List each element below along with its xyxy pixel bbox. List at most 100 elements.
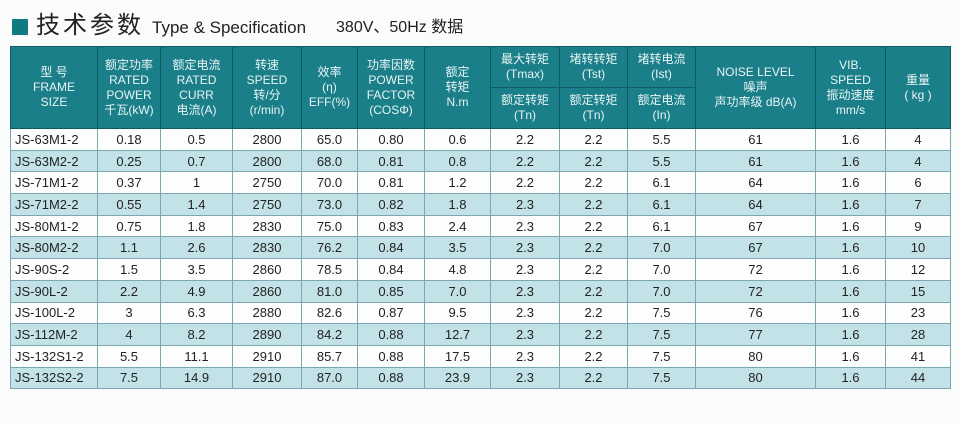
- header-curr: 额定电流 RATED CURR 电流(A): [160, 46, 233, 129]
- table-cell: 0.84: [357, 258, 425, 281]
- table-cell: 80: [695, 366, 816, 390]
- header-line: 转速: [254, 57, 279, 72]
- table-cell: 61: [695, 128, 816, 151]
- table-cell: 2.3: [490, 344, 560, 368]
- table-cell: 2800: [232, 128, 302, 151]
- title-cn: 技术参数: [36, 11, 144, 39]
- table-cell: 2.3: [490, 366, 560, 390]
- table-cell: 3: [97, 301, 161, 325]
- table-cell: 0.81: [357, 171, 425, 195]
- table-cell: 7.5: [627, 366, 696, 390]
- table-cell: 2750: [232, 193, 302, 216]
- header-line: (r/min): [249, 102, 285, 117]
- table-cell: 67: [695, 214, 816, 238]
- table-cell: 85.7: [301, 344, 358, 368]
- header-weight: 重量( kg ): [885, 46, 951, 129]
- header-noise: NOISE LEVEL 噪声 声功率级 dB(A): [695, 46, 816, 129]
- table-cell: 17.5: [424, 344, 491, 368]
- table-cell: 3.5: [160, 258, 233, 281]
- table-cell: 1: [160, 171, 233, 195]
- table-cell: 0.84: [357, 236, 425, 260]
- table-cell: 0.5: [160, 128, 233, 151]
- table-cell: 65.0: [301, 128, 358, 151]
- table-cell: 75.0: [301, 214, 358, 238]
- table-cell: 7.0: [424, 279, 491, 303]
- table-cell: 0.80: [357, 128, 425, 151]
- header-line: (COSΦ): [369, 102, 413, 117]
- table-cell: 7.5: [627, 323, 696, 346]
- header-line: RATED: [176, 72, 217, 87]
- table-cell: 2910: [232, 366, 302, 390]
- header-line: 堵转转矩: [569, 52, 618, 66]
- header-line: POWER: [106, 87, 152, 102]
- table-cell: 41: [885, 344, 951, 368]
- table-cell: 2830: [232, 214, 302, 238]
- table-cell: 2.2: [559, 301, 628, 325]
- table-cell: 0.88: [357, 323, 425, 346]
- table-cell: 0.8: [424, 149, 491, 173]
- frame-size-cell: JS-112M-2: [10, 323, 98, 346]
- table-cell: 0.18: [97, 128, 161, 151]
- header-line: 功率因数: [366, 57, 415, 72]
- header-line: 电流(A): [176, 102, 217, 117]
- header-line: 额定功率: [104, 57, 153, 72]
- table-cell: 82.6: [301, 301, 358, 325]
- table-cell: 0.75: [97, 214, 161, 238]
- table-row: JS-90L-2 2.2 4.9 2860 81.0 0.85 7.0 2.3 2.2 7.0 72…: [10, 279, 951, 303]
- table-cell: 9: [885, 214, 951, 238]
- frame-size-cell: JS-71M1-2: [10, 171, 98, 195]
- table-cell: 28: [885, 323, 951, 346]
- table-cell: 0.55: [97, 193, 161, 216]
- table-cell: 2.3: [490, 279, 560, 303]
- table-cell: 68.0: [301, 149, 358, 173]
- header-vib: VIB. SPEED 振动速度 mm/s: [815, 46, 886, 129]
- square-bullet-icon: [12, 19, 28, 35]
- table-cell: 6.1: [627, 214, 696, 238]
- table-cell: 61: [695, 149, 816, 173]
- table-cell: 73.0: [301, 193, 358, 216]
- header-line: FRAME: [33, 80, 75, 94]
- frame-size-cell: JS-63M1-2: [10, 128, 98, 151]
- header-line: 型 号: [40, 65, 68, 79]
- table-cell: 1.4: [160, 193, 233, 216]
- table-cell: 9.5: [424, 301, 491, 325]
- table-cell: 14.9: [160, 366, 233, 390]
- table-cell: 81.0: [301, 279, 358, 303]
- table-cell: 0.81: [357, 149, 425, 173]
- table-row: JS-132S2-2 7.5 14.9 2910 87.0 0.88 23.9 2.3 2.2 7…: [10, 366, 951, 390]
- table-cell: 2.2: [559, 279, 628, 303]
- header-line: ( kg ): [904, 87, 932, 102]
- header-line: (Tn): [514, 108, 536, 122]
- table-cell: 72: [695, 258, 816, 281]
- table-cell: 1.6: [815, 301, 886, 325]
- frame-size-cell: JS-71M2-2: [10, 193, 98, 216]
- header-line: 转矩: [445, 80, 470, 94]
- table-cell: 2.2: [559, 344, 628, 368]
- table-cell: 2880: [232, 301, 302, 325]
- table-cell: 7.0: [627, 279, 696, 303]
- frame-size-cell: JS-132S2-2: [10, 366, 98, 390]
- table-cell: 1.6: [815, 214, 886, 238]
- table-cell: 78.5: [301, 258, 358, 281]
- header-line: 噪声: [743, 80, 768, 94]
- frame-size-cell: JS-80M1-2: [10, 214, 98, 238]
- table-cell: 0.25: [97, 149, 161, 173]
- table-cell: 2910: [232, 344, 302, 368]
- header-line: 千瓦(kW): [104, 102, 154, 117]
- table-cell: 7.0: [627, 236, 696, 260]
- table-cell: 5.5: [627, 128, 696, 151]
- header-line: (Tst): [581, 67, 606, 81]
- table-cell: 2.3: [490, 258, 560, 281]
- header-line: (Ist): [651, 67, 672, 81]
- spec-table: 型 号 FRAME SIZE 额定功率 RATED POWER 千瓦(kW) 额定电流 RA…: [10, 46, 951, 390]
- table-row: JS-71M1-2 0.37 1 2750 70.0 0.81 1.2 2.2 2.2 6.1 64…: [10, 171, 951, 195]
- table-cell: 2.3: [490, 236, 560, 260]
- title-sub: 380V、50Hz 数据: [336, 19, 464, 36]
- table-cell: 2.6: [160, 236, 233, 260]
- table-cell: 5.5: [627, 149, 696, 173]
- table-cell: 6.1: [627, 193, 696, 216]
- table-cell: 1.5: [97, 258, 161, 281]
- header-line: POWER: [368, 72, 414, 87]
- table-cell: 23.9: [424, 366, 491, 390]
- table-cell: 3.5: [424, 236, 491, 260]
